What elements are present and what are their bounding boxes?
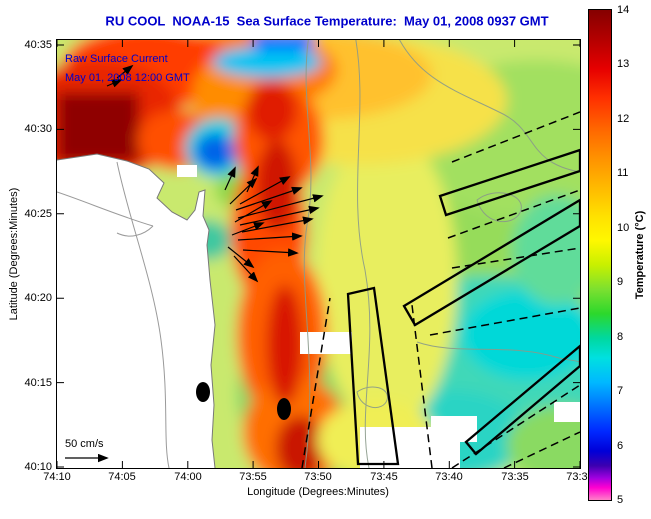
shipping-lane-dashed-lines [301,111,581,469]
current-vectors [106,64,324,283]
map-plot-area: Raw Surface Current May 01, 2008 12:00 G… [12,20,651,488]
x-axis-label: Longitude (Degrees:Minutes) [247,486,389,498]
temperature-colorbar [588,9,612,501]
colorbar-tick: 11 [617,167,629,179]
y-tick: 40:15 [24,377,52,389]
ellipse-markers [196,382,291,420]
scale-arrow: 50 cm/s [65,438,109,463]
y-tick: 40:25 [24,208,52,220]
x-tick: 73:35 [501,471,529,483]
x-tick: 73:30 [566,471,589,483]
x-tick: 73:45 [370,471,398,483]
x-tick: 74:05 [108,471,136,483]
x-tick: 73:55 [239,471,267,483]
colorbar-tick: 5 [617,494,624,506]
colorbar-tick: 14 [617,4,630,16]
axis-tick-marks [56,40,581,468]
x-tick: 73:40 [435,471,463,483]
sst-map-canvas: Raw Surface Current May 01, 2008 12:00 G… [12,20,651,488]
y-tick: 40:30 [24,123,52,135]
contour-lines [303,34,581,469]
current-datetime-label: May 01, 2008 12:00 GMT [65,72,190,84]
y-tick: 40:35 [24,39,52,51]
colorbar-tick: 7 [617,385,624,397]
land-boundary-lines [56,161,170,469]
colorbar-tick: 8 [617,331,624,343]
y-tick: 40:20 [24,292,52,304]
colorbar-tick: 13 [617,58,630,70]
coastline [56,153,216,469]
scale-label: 50 cm/s [65,438,104,450]
x-tick: 74:00 [174,471,202,483]
land-region [57,154,215,468]
plot-title: RU COOL NOAA-15 Sea Surface Temperature:… [105,13,549,29]
colorbar-tick: 6 [617,440,624,452]
x-tick: 73:50 [304,471,332,483]
colorbar-label: Temperature (°C) [634,210,646,300]
y-axis-label: Latitude (Degrees:Minutes) [8,187,20,321]
colorbar-tick: 9 [617,276,624,288]
colorbar-tick: 10 [617,222,630,234]
colorbar-tick: 12 [617,113,630,125]
y-tick: 40:10 [24,461,52,473]
raw-surface-current-label: Raw Surface Current [65,53,168,65]
